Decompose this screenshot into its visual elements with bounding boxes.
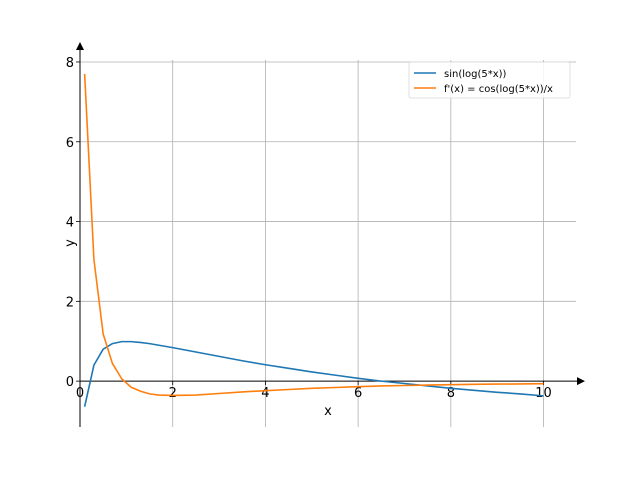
series-line-2 — [83, 73, 544, 397]
plot-area — [83, 73, 544, 407]
x-tick-label: 2 — [169, 386, 177, 401]
y-tick-label: 2 — [66, 295, 74, 310]
x-axis-arrow — [577, 377, 585, 386]
ticks: 0 2 4 6 8 10 0 2 4 6 8 — [66, 56, 552, 401]
grid — [80, 60, 576, 427]
legend-label-1: sin(log(5*x)) — [444, 69, 507, 80]
x-tick-label: 0 — [76, 386, 84, 401]
x-axis-label: x — [324, 404, 332, 419]
y-tick-label: 6 — [66, 136, 74, 151]
axes — [76, 42, 585, 427]
legend: sin(log(5*x)) f'(x) = cos(log(5*x))/x — [408, 61, 571, 99]
y-tick-label: 4 — [66, 216, 74, 231]
y-axis-arrow — [76, 42, 84, 50]
y-tick-label: 8 — [66, 56, 74, 71]
x-tick-label: 8 — [447, 386, 455, 401]
x-tick-label: 4 — [261, 386, 269, 401]
y-axis-label: y — [63, 239, 78, 247]
legend-box — [408, 61, 571, 99]
x-tick-label: 10 — [535, 386, 552, 401]
x-tick-label: 6 — [354, 386, 362, 401]
y-tick-label: 0 — [66, 375, 74, 390]
legend-label-2: f'(x) = cos(log(5*x))/x — [444, 84, 553, 95]
series-line-1 — [83, 340, 544, 407]
